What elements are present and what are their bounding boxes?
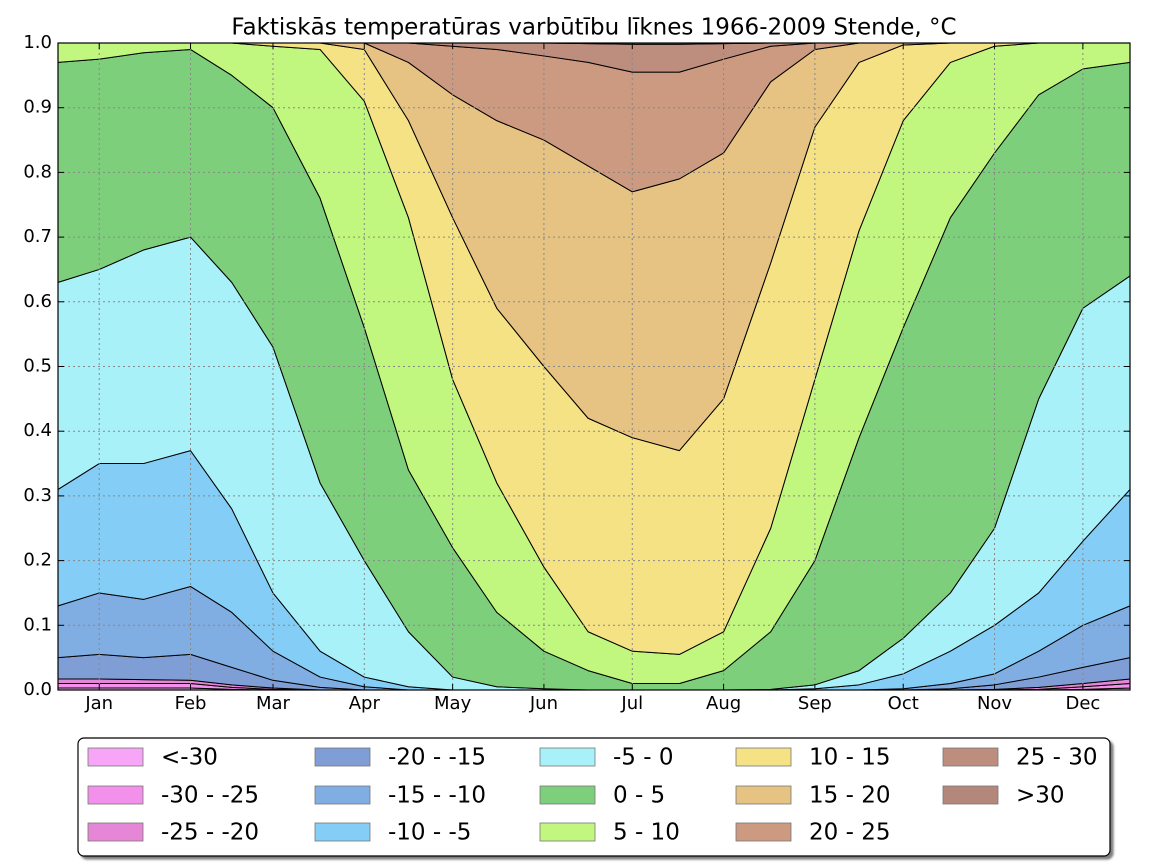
legend-swatch	[539, 747, 596, 767]
y-tick-label: 0.3	[23, 485, 52, 506]
legend-label: -5 - 0	[613, 745, 674, 771]
chart-title: Faktiskās temperatūras varbūtību līknes …	[231, 15, 956, 41]
legend-label: 10 - 15	[809, 745, 890, 771]
legend-swatch	[539, 822, 596, 842]
y-tick-label: 0.9	[23, 97, 52, 118]
legend: <-30 -30 - -25 -25 - -20 -20 - -15 -15 - -10…	[87, 745, 1097, 846]
y-tick-label: 0.0	[23, 679, 52, 700]
legend-label: >30	[1016, 783, 1065, 809]
legend-label: 20 - 25	[809, 820, 890, 846]
legend-swatch	[314, 785, 371, 805]
legend-label: 25 - 30	[1016, 745, 1097, 771]
y-tick-label: 0.6	[23, 291, 52, 312]
legend-label: -15 - -10	[388, 783, 486, 809]
legend-swatch	[87, 822, 144, 842]
x-tick-label: Nov	[977, 693, 1012, 714]
legend-swatch	[314, 747, 371, 767]
x-tick-label: May	[434, 693, 472, 714]
legend-swatch	[735, 822, 792, 842]
x-tick-label: Apr	[349, 693, 381, 714]
y-tick-label: 0.7	[23, 226, 52, 247]
x-tick-label: Oct	[888, 693, 919, 714]
legend-label: 5 - 10	[613, 820, 680, 846]
plot-area: 0.0 0.1 0.2 0.3 0.4 0.5 0.6 0.7 0.8 0.9 1.0 Jan Feb M…	[23, 32, 1131, 714]
legend-swatch	[539, 785, 596, 805]
x-tick-label: Feb	[175, 693, 207, 714]
x-tick-label: Jul	[620, 693, 643, 714]
legend-swatch	[942, 747, 999, 767]
legend-swatch	[735, 747, 792, 767]
legend-label: 0 - 5	[613, 783, 665, 809]
legend-label: 15 - 20	[809, 783, 890, 809]
legend-swatch	[87, 785, 144, 805]
plot-frame	[57, 42, 1131, 691]
y-tick-label: 0.4	[23, 420, 52, 441]
x-tick-label: Sep	[798, 693, 832, 714]
x-tick-label: Aug	[706, 693, 741, 714]
legend-label: -20 - -15	[388, 745, 486, 771]
x-tick-label: Jun	[529, 693, 558, 714]
legend-label: <-30	[161, 745, 218, 771]
y-tick-label: 0.1	[23, 614, 52, 635]
x-tick-label: Mar	[256, 693, 291, 714]
x-tick-label: Jan	[84, 693, 113, 714]
legend-swatch	[735, 785, 792, 805]
legend-swatch	[314, 822, 371, 842]
y-tick-label: 0.8	[23, 161, 52, 182]
x-tick-label: Dec	[1065, 693, 1100, 714]
legend-label: -25 - -20	[161, 820, 259, 846]
y-tick-label: 0.5	[23, 356, 52, 377]
y-tick-label: 0.2	[23, 550, 52, 571]
legend-label: -10 - -5	[388, 820, 471, 846]
legend-label: -30 - -25	[161, 783, 259, 809]
legend-swatch	[87, 747, 144, 767]
legend-swatch	[942, 785, 999, 805]
y-tick-label: 1.0	[23, 32, 52, 53]
